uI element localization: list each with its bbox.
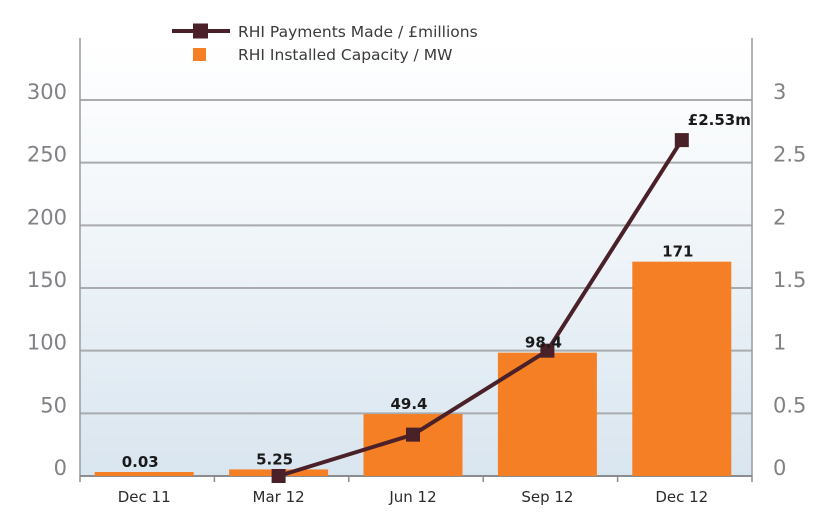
bar: [632, 261, 732, 476]
right-axis-tick-label: 1.5: [773, 268, 806, 292]
legend: RHI Payments Made / £millions RHI Instal…: [172, 23, 478, 64]
legend-label-capacity: RHI Installed Capacity / MW: [238, 46, 452, 64]
right-axis-tick-label: 0.5: [773, 393, 806, 417]
line-point-marker: [540, 343, 555, 358]
line-series: [271, 133, 689, 483]
right-axis-tick-label: 1: [773, 331, 786, 355]
left-axis-tick-label: 100: [27, 331, 67, 355]
legend-bar-swatch: [193, 48, 206, 61]
legend-line-marker: [193, 23, 208, 39]
gridlines: [80, 99, 752, 415]
bar-value-label: 98.4: [525, 334, 562, 352]
bar-value-label: 0.03: [122, 453, 159, 471]
bar: [94, 472, 194, 476]
x-axis-tick-label: Dec 11: [118, 488, 171, 506]
left-axis-tick-label: 200: [27, 205, 67, 229]
legend-label-payments: RHI Payments Made / £millions: [238, 23, 478, 41]
data-labels: 0.03 5.25 49.4 98.4 171 £2.53m: [122, 111, 751, 471]
x-axis-tick-label: Sep 12: [521, 488, 573, 506]
x-axis-tick-label: Jun 12: [388, 488, 436, 506]
bar-value-label: 5.25: [256, 450, 293, 468]
payments-line: [278, 139, 684, 478]
left-axis-tick-label: 250: [27, 143, 67, 167]
line-point-marker: [406, 427, 420, 442]
right-axis-tick-label: 0: [773, 456, 786, 480]
left-axis-tick-label: 50: [40, 393, 67, 417]
line-value-label: £2.53m: [688, 111, 751, 129]
x-axis-tick-label: Mar 12: [253, 488, 305, 506]
right-axis-tick-label: 2: [773, 205, 786, 229]
left-axis-tick-label: 0: [54, 456, 67, 480]
left-axis-tick-label: 300: [27, 80, 67, 104]
x-axis-tick-label: Dec 12: [655, 488, 708, 506]
bar-value-label: 49.4: [390, 395, 427, 413]
line-point-marker: [271, 469, 286, 483]
right-axis-tick-label: 3: [773, 80, 786, 104]
right-axis-tick-label: 2.5: [773, 143, 806, 167]
left-axis-tick-label: 150: [27, 268, 67, 292]
line-point-marker: [674, 133, 689, 148]
bar-value-label: 171: [662, 243, 693, 261]
